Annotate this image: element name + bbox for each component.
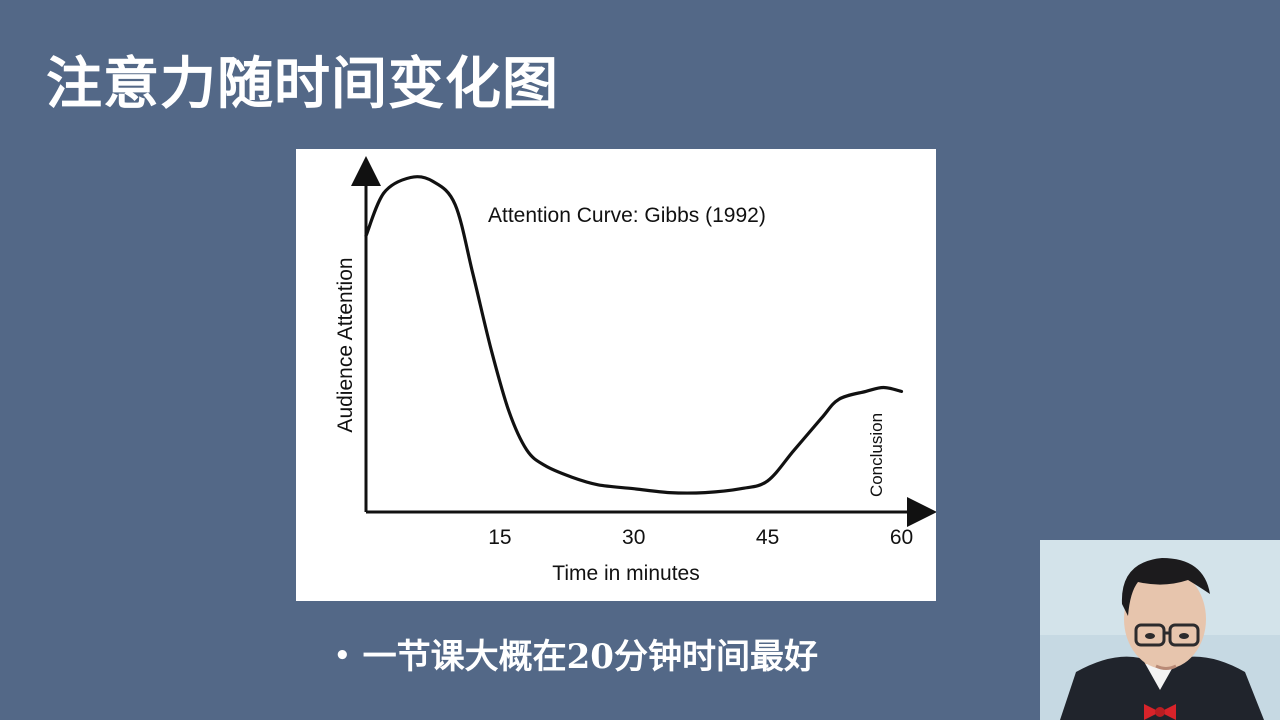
chart-canvas: 15 30 45 60 Attention Curve: Gibbs (1992) T… — [334, 156, 936, 585]
bullet-text: 一节课大概在20分钟时间最好 — [362, 637, 818, 677]
attention-chart: 15 30 45 60 Attention Curve: Gibbs (1992) T… — [296, 149, 936, 601]
y-axis-label: Audience Attention — [334, 257, 357, 432]
x-axis-label: Time in minutes — [552, 562, 699, 585]
x-tick-label: 60 — [890, 526, 913, 549]
x-tick-labels: 15 30 45 60 — [488, 526, 913, 549]
slide-title: 注意力随时间变化图 — [46, 51, 559, 117]
bullet-point: • 一节课大概在20分钟时间最好 — [334, 632, 818, 681]
conclusion-annotation: Conclusion — [867, 413, 886, 497]
chart-title: Attention Curve: Gibbs (1992) — [488, 204, 766, 227]
attention-curve-line — [364, 175, 904, 495]
x-tick-label: 15 — [488, 526, 511, 549]
x-tick-label: 45 — [756, 526, 779, 549]
presenter-video-icon — [1040, 540, 1280, 720]
x-tick-label: 30 — [622, 526, 645, 549]
presenter-webcam — [1040, 540, 1280, 720]
bullet-icon: • — [334, 641, 351, 671]
